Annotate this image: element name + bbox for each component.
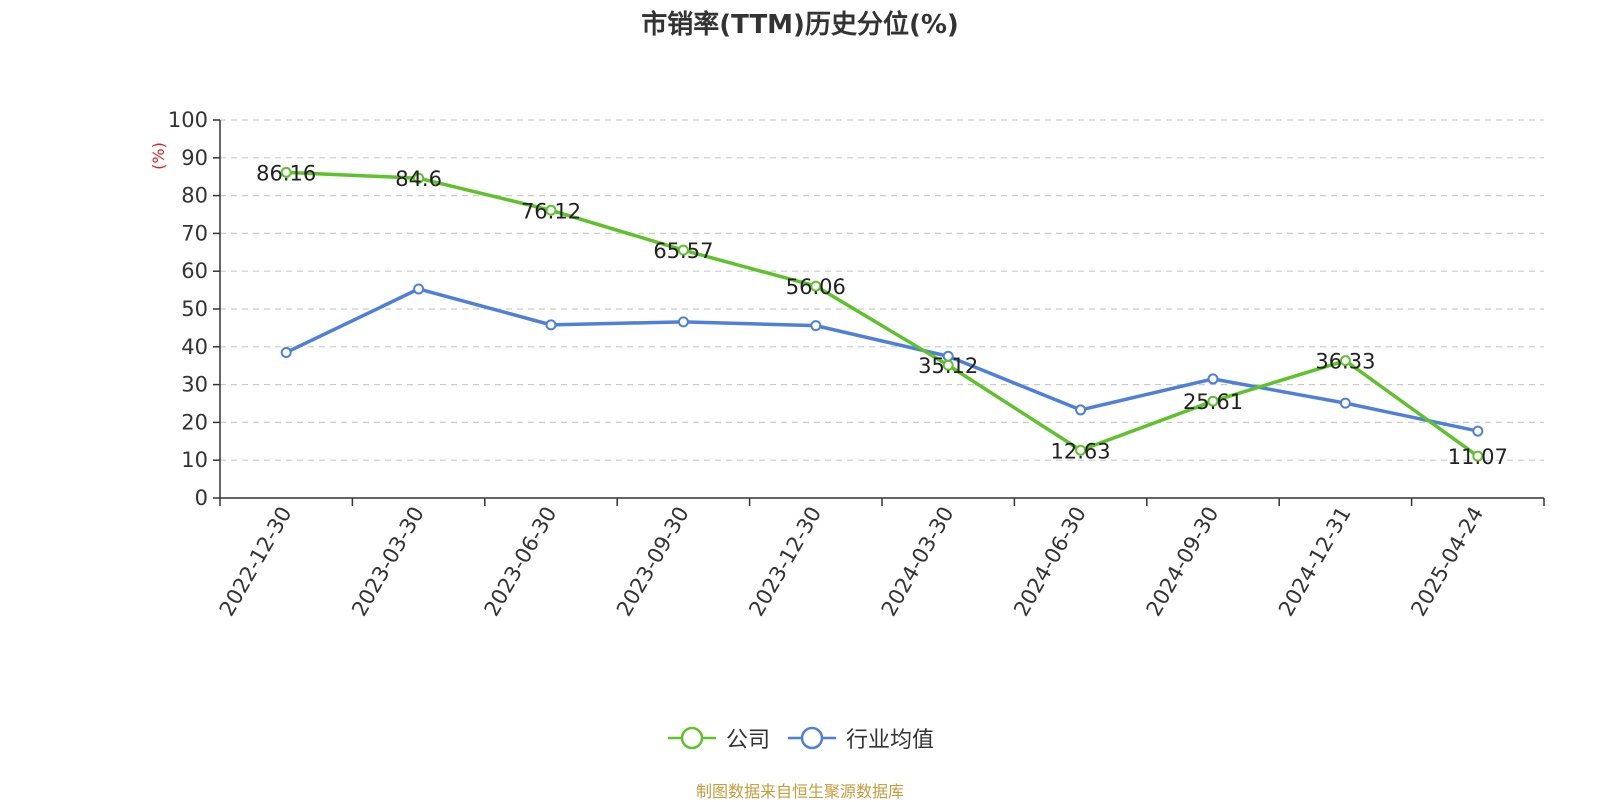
data-point [1472, 450, 1484, 462]
x-tick-label: 2024-09-30 [1142, 503, 1224, 621]
data-label: 35.12 [918, 354, 978, 378]
x-tick-label: 2023-09-30 [612, 503, 694, 621]
y-tick-label: 30 [181, 373, 208, 397]
data-point [545, 319, 557, 331]
y-tick-label: 50 [181, 297, 208, 321]
legend-marker-icon [667, 726, 716, 750]
y-tick-label: 70 [181, 221, 208, 245]
x-tick-label: 2022-12-30 [215, 503, 297, 621]
data-point [1075, 404, 1087, 416]
data-label: 84.6 [395, 167, 442, 191]
data-label: 65.57 [653, 239, 713, 263]
data-label: 36.33 [1315, 350, 1375, 374]
y-tick-label: 90 [181, 146, 208, 170]
data-label: 25.61 [1183, 390, 1243, 414]
series-line [286, 170, 1479, 458]
data-point [545, 204, 557, 216]
data-label: 11.07 [1448, 445, 1508, 469]
legend-item[interactable]: 公司 [666, 722, 770, 754]
y-tick-label: 100 [168, 108, 208, 132]
data-source-note: 制图数据来自恒生聚源数据库 [695, 782, 904, 801]
data-point [280, 166, 292, 178]
legend-item[interactable]: 行业均值 [786, 722, 934, 754]
data-point [1207, 395, 1219, 407]
y-tick-label: 10 [181, 448, 208, 472]
y-tick-label: 0 [195, 486, 208, 510]
data-point [1339, 355, 1351, 367]
y-tick-label: 20 [181, 410, 208, 434]
data-label: 56.06 [786, 275, 846, 299]
legend-label: 公司 [725, 728, 770, 753]
data-point [413, 283, 425, 295]
data-point [810, 280, 822, 292]
data-point [677, 244, 689, 256]
grid-lines [220, 119, 1544, 461]
y-tick-label: 80 [181, 184, 208, 208]
y-tick-label: 40 [181, 335, 208, 359]
data-point [1075, 444, 1087, 456]
data-label: 76.12 [521, 199, 581, 223]
data-label: 86.16 [256, 161, 316, 185]
data-labels: 86.16 84.6 76.12 65.57 56.06 35.12 12.63 25.61 3… [256, 161, 1508, 469]
series-line [285, 287, 1479, 433]
data-point [413, 172, 425, 184]
data-point [1207, 373, 1219, 385]
y-tick-label: 60 [181, 259, 208, 283]
chart-title: 市销率(TTM)历史分位(%) [641, 10, 959, 40]
data-point [1472, 425, 1484, 437]
series-layer [280, 166, 1484, 462]
x-tick-label: 2024-03-30 [877, 503, 959, 621]
x-tick-label: 2024-06-30 [1009, 503, 1091, 621]
x-tick-label: 2023-06-30 [480, 503, 562, 621]
data-point [677, 316, 689, 328]
legend-marker-icon [788, 726, 836, 750]
data-point [942, 359, 954, 371]
legend: 公司 行业均值 [0, 722, 1600, 754]
data-point [810, 320, 822, 332]
legend-label: 行业均值 [846, 728, 935, 753]
data-label: 12.63 [1051, 439, 1111, 463]
data-point [280, 346, 292, 358]
x-tick-label: 2024-12-31 [1274, 503, 1356, 621]
data-point [1339, 397, 1351, 409]
x-tick-label: 2023-12-30 [744, 503, 826, 621]
x-tick-label: 2023-03-30 [347, 503, 429, 621]
x-tick-label: 2025-04-24 [1406, 503, 1488, 621]
line-chart: 0 10 20 30 40 50 60 70 80 90 100(%) 2022-12-30 2023-… [149, 108, 1545, 621]
y-axis-label: (%) [149, 142, 168, 170]
